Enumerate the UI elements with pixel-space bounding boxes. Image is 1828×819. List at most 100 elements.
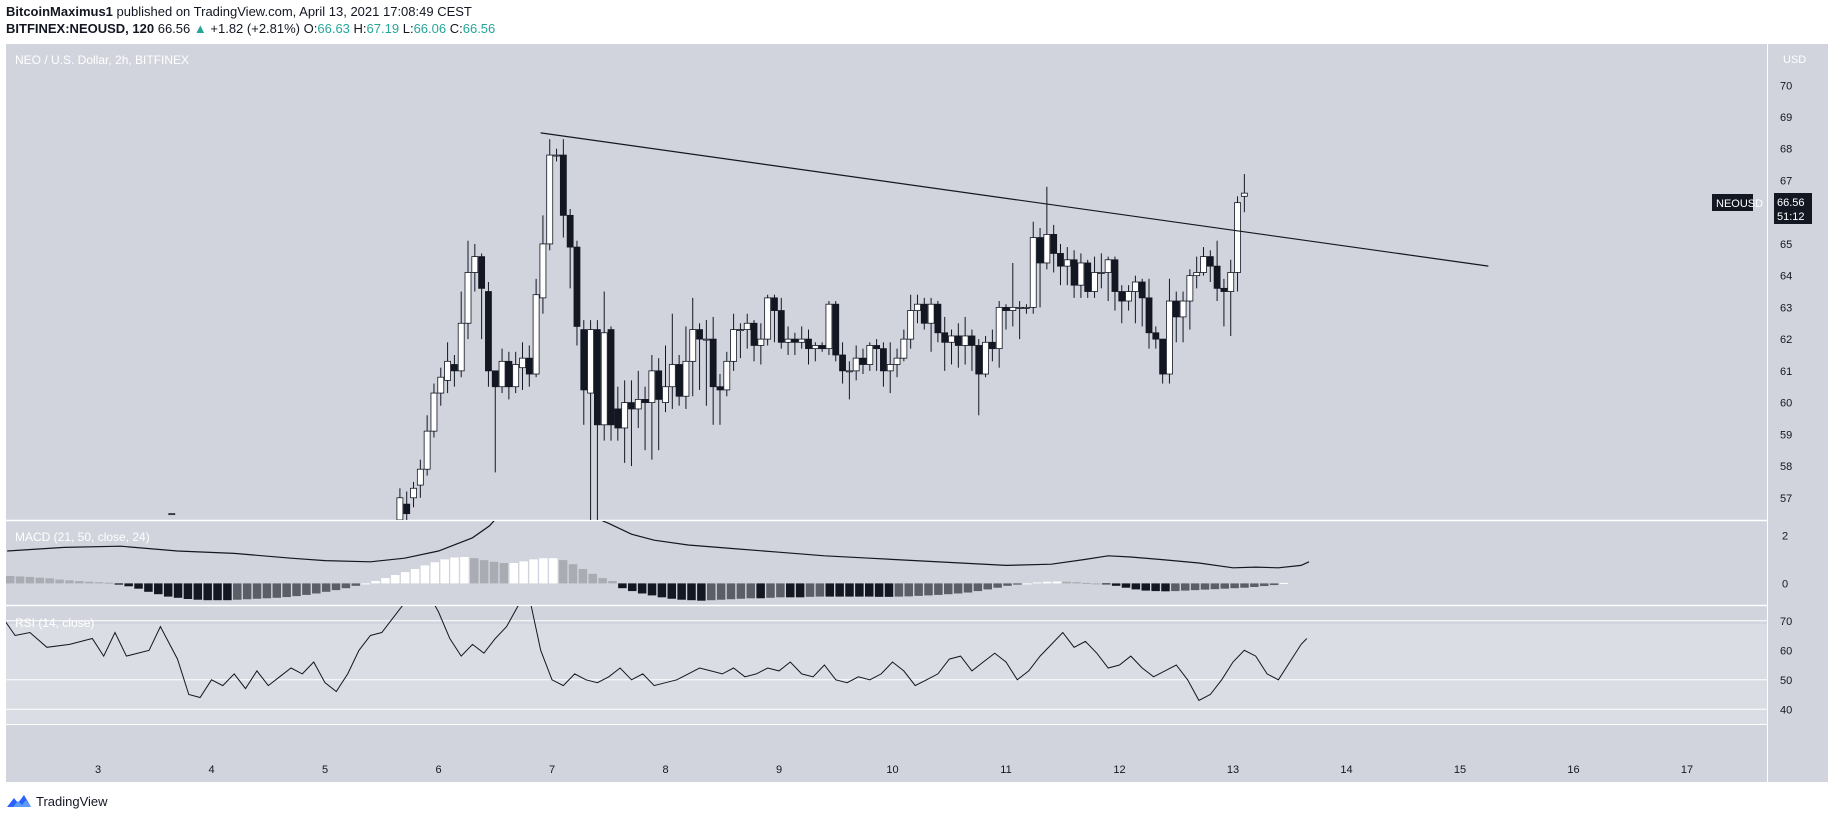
candle	[1186, 269, 1194, 330]
candle	[805, 329, 812, 365]
macd-bar	[1141, 583, 1150, 591]
macd-bar	[460, 557, 469, 584]
candle	[1159, 338, 1167, 384]
macd-bar	[1171, 583, 1180, 592]
macd-bar	[440, 559, 449, 584]
rsi-tick-label: 70	[1780, 616, 1792, 628]
macd-bar	[549, 558, 558, 584]
macd-bar	[391, 575, 400, 584]
macd-bar	[479, 560, 489, 584]
candle	[988, 329, 996, 362]
tradingview-branding[interactable]: TradingView	[6, 793, 108, 809]
macd-bar	[687, 583, 696, 601]
candle	[566, 209, 574, 289]
price-axis-bg[interactable]	[1768, 44, 1828, 782]
macd-bar	[805, 583, 815, 597]
macd-bar	[65, 580, 74, 584]
macd-bar	[1052, 581, 1062, 584]
macd-bar	[6, 575, 15, 584]
candle	[696, 323, 703, 390]
candle	[730, 313, 737, 371]
macd-bar	[726, 583, 736, 600]
candle	[587, 320, 594, 520]
candle	[893, 348, 901, 378]
candle	[1084, 259, 1092, 298]
candle	[811, 342, 819, 362]
macd-bar	[223, 583, 232, 601]
rsi-guides	[6, 620, 1767, 710]
macd-bar	[618, 583, 627, 589]
macd-bar	[993, 583, 1002, 588]
candle	[525, 345, 533, 387]
candle	[1179, 291, 1187, 343]
macd-bar	[529, 559, 538, 584]
price-tick-label: 62	[1780, 334, 1792, 346]
candle	[600, 291, 608, 441]
close-label: C:	[449, 21, 463, 36]
price-change: +1.82 (+2.81%)	[210, 21, 301, 36]
time-axis-bg[interactable]	[6, 725, 1767, 782]
time-tick-label: 7	[549, 764, 555, 776]
macd-bar	[1259, 583, 1269, 587]
candle	[464, 240, 472, 340]
macd-bar	[75, 581, 84, 584]
macd-bar	[1161, 583, 1170, 592]
time-tick-label: 3	[95, 764, 101, 776]
time-tick-label: 13	[1227, 764, 1239, 776]
ohlc-legend: BITFINEX:NEOUSD, 120 66.56 ▲ +1.82 (+2.8…	[6, 21, 495, 36]
macd-bar	[608, 581, 617, 584]
candle	[941, 316, 949, 371]
macd-bar	[746, 583, 756, 599]
candle	[1016, 301, 1024, 340]
macd-bar	[539, 558, 548, 584]
macd-bar	[242, 583, 252, 600]
macd-bar	[361, 583, 370, 585]
candle	[423, 415, 431, 476]
macd-bar	[233, 583, 242, 600]
macd-bar	[944, 583, 953, 595]
author-name[interactable]: BitcoinMaximus1	[6, 4, 113, 19]
candle	[1152, 326, 1160, 349]
candle	[839, 342, 846, 384]
macd-bar	[697, 583, 706, 601]
macd-bar	[637, 583, 647, 594]
candle	[757, 323, 765, 365]
macd-bar	[331, 583, 341, 591]
candle	[614, 386, 622, 441]
macd-bar	[904, 583, 914, 597]
macd-bar	[15, 576, 25, 584]
macd-bar	[25, 576, 35, 584]
candle	[546, 139, 554, 251]
candle	[1077, 253, 1085, 298]
rsi-tick-label: 60	[1780, 645, 1792, 657]
candle	[1009, 262, 1017, 327]
candle	[1220, 278, 1228, 327]
candle	[1118, 285, 1126, 324]
price-tick-label: 70	[1780, 80, 1792, 92]
macd-bar	[815, 583, 825, 597]
price-tick-label: 61	[1780, 366, 1792, 378]
macd-bar	[1230, 583, 1239, 589]
price-pane-bg[interactable]	[6, 44, 1767, 520]
time-axis-ticks: 3 4 5 6 7 8 9 10 11 12 13 14 15 16 17	[95, 764, 1693, 776]
macd-bar	[341, 583, 351, 589]
open-value: 66.63	[317, 21, 350, 36]
candle	[907, 294, 915, 349]
trendline[interactable]	[540, 132, 1489, 267]
macd-bar	[657, 583, 667, 598]
candle	[934, 301, 942, 343]
macd-bar	[1269, 583, 1279, 586]
open-label: O:	[303, 21, 318, 36]
macd-bar	[84, 581, 94, 584]
candle	[519, 342, 526, 390]
macd-bar	[707, 583, 716, 601]
macd-plot	[6, 521, 1310, 601]
chart-area[interactable]: 70696867666564636261605958572070605040 3…	[0, 0, 1828, 790]
macd-bar	[430, 562, 440, 584]
candle	[1063, 247, 1071, 286]
macd-bar	[1042, 581, 1052, 584]
macd-tick-label: 0	[1782, 578, 1788, 590]
last-price-badge[interactable]: NEOUSD 66.56 51:12	[1712, 193, 1812, 224]
macd-bar	[1180, 583, 1190, 591]
candle	[553, 148, 560, 162]
